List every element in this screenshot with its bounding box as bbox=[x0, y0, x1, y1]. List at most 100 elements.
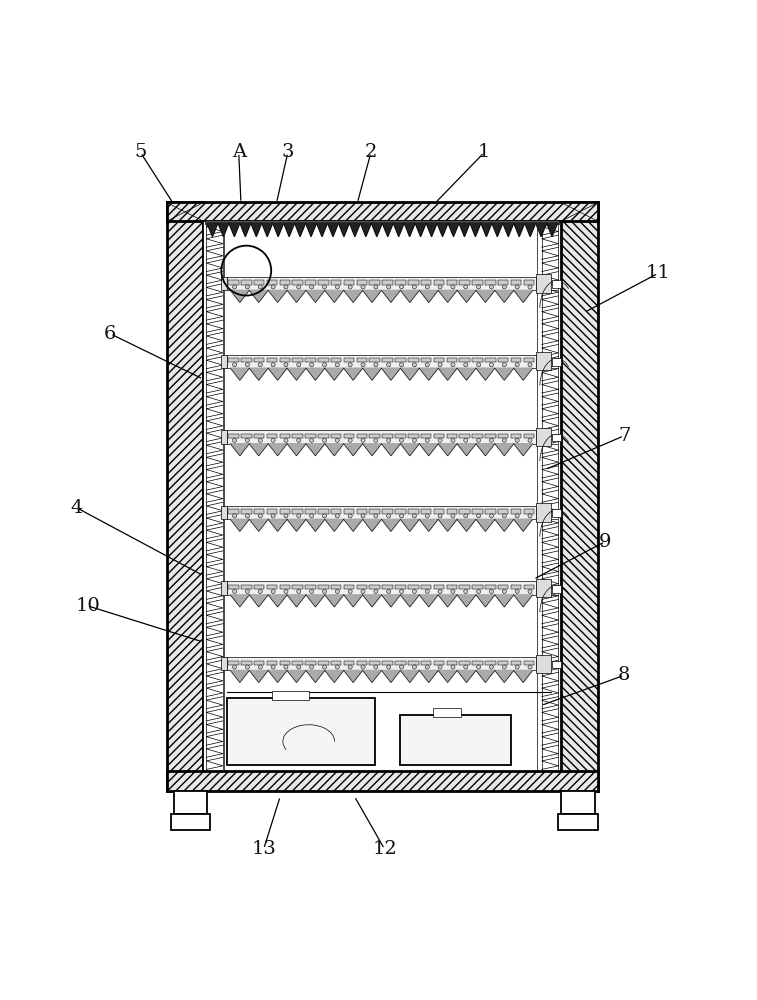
Bar bbox=[254, 358, 264, 362]
Circle shape bbox=[245, 514, 250, 518]
Polygon shape bbox=[476, 670, 495, 682]
Circle shape bbox=[232, 665, 237, 669]
Bar bbox=[447, 509, 457, 514]
Text: 12: 12 bbox=[372, 840, 397, 858]
Circle shape bbox=[400, 514, 403, 518]
Bar bbox=[279, 280, 290, 285]
Polygon shape bbox=[363, 290, 382, 302]
Bar bbox=[318, 585, 329, 589]
Polygon shape bbox=[230, 444, 249, 456]
Polygon shape bbox=[262, 223, 273, 237]
Polygon shape bbox=[476, 290, 495, 302]
Bar bbox=[254, 280, 264, 285]
Circle shape bbox=[335, 589, 339, 593]
Bar bbox=[241, 280, 251, 285]
Bar bbox=[292, 585, 303, 589]
Circle shape bbox=[271, 589, 275, 593]
Circle shape bbox=[515, 514, 519, 518]
Polygon shape bbox=[287, 444, 306, 456]
Circle shape bbox=[335, 438, 339, 442]
Polygon shape bbox=[382, 290, 400, 302]
Circle shape bbox=[515, 438, 519, 442]
Bar bbox=[279, 661, 290, 665]
Circle shape bbox=[451, 285, 455, 289]
Circle shape bbox=[400, 363, 403, 367]
Bar bbox=[434, 661, 444, 665]
Polygon shape bbox=[268, 290, 287, 302]
Circle shape bbox=[438, 514, 442, 518]
Bar bbox=[434, 358, 444, 362]
Bar bbox=[331, 358, 341, 362]
Circle shape bbox=[477, 665, 481, 669]
Bar bbox=[241, 661, 251, 665]
Circle shape bbox=[464, 665, 468, 669]
Bar bbox=[421, 509, 431, 514]
Circle shape bbox=[297, 438, 301, 442]
Polygon shape bbox=[419, 290, 438, 302]
Bar bbox=[553, 661, 562, 668]
Bar bbox=[221, 657, 227, 670]
Bar bbox=[408, 509, 419, 514]
Circle shape bbox=[387, 438, 391, 442]
Bar bbox=[266, 358, 277, 362]
Circle shape bbox=[502, 285, 506, 289]
Circle shape bbox=[297, 285, 301, 289]
Bar bbox=[395, 585, 406, 589]
Bar bbox=[279, 434, 290, 438]
Bar bbox=[228, 661, 238, 665]
Polygon shape bbox=[363, 368, 382, 380]
Circle shape bbox=[515, 589, 519, 593]
Polygon shape bbox=[495, 670, 514, 682]
Polygon shape bbox=[273, 223, 284, 237]
Circle shape bbox=[413, 363, 416, 367]
Bar bbox=[331, 509, 341, 514]
Bar bbox=[485, 509, 496, 514]
Bar bbox=[408, 358, 419, 362]
Polygon shape bbox=[400, 670, 419, 682]
Bar bbox=[227, 506, 536, 519]
Bar bbox=[472, 434, 483, 438]
Circle shape bbox=[258, 438, 262, 442]
Circle shape bbox=[284, 589, 288, 593]
Circle shape bbox=[464, 438, 468, 442]
Polygon shape bbox=[419, 444, 438, 456]
Circle shape bbox=[400, 665, 403, 669]
Polygon shape bbox=[481, 223, 492, 237]
Circle shape bbox=[490, 514, 494, 518]
Circle shape bbox=[245, 285, 250, 289]
Circle shape bbox=[413, 589, 416, 593]
Polygon shape bbox=[344, 368, 363, 380]
Bar bbox=[459, 661, 470, 665]
Circle shape bbox=[348, 363, 352, 367]
Bar bbox=[472, 280, 483, 285]
Circle shape bbox=[374, 665, 378, 669]
Bar bbox=[421, 358, 431, 362]
Bar bbox=[266, 661, 277, 665]
Circle shape bbox=[451, 363, 455, 367]
Bar bbox=[331, 585, 341, 589]
Bar bbox=[227, 355, 536, 368]
Circle shape bbox=[232, 363, 237, 367]
Bar bbox=[382, 434, 393, 438]
Polygon shape bbox=[495, 595, 514, 607]
Bar bbox=[524, 358, 534, 362]
Circle shape bbox=[297, 665, 301, 669]
Bar bbox=[318, 434, 329, 438]
Polygon shape bbox=[306, 223, 316, 237]
Bar bbox=[369, 434, 380, 438]
Polygon shape bbox=[363, 519, 382, 531]
Polygon shape bbox=[344, 519, 363, 531]
Bar bbox=[167, 202, 597, 221]
Polygon shape bbox=[306, 368, 325, 380]
Bar bbox=[382, 509, 393, 514]
Bar bbox=[447, 434, 457, 438]
Bar bbox=[221, 277, 227, 290]
Circle shape bbox=[387, 285, 391, 289]
Bar bbox=[331, 434, 341, 438]
Polygon shape bbox=[438, 290, 457, 302]
Bar bbox=[421, 434, 431, 438]
Polygon shape bbox=[457, 290, 476, 302]
Polygon shape bbox=[306, 670, 325, 682]
Polygon shape bbox=[268, 595, 287, 607]
Circle shape bbox=[310, 285, 313, 289]
